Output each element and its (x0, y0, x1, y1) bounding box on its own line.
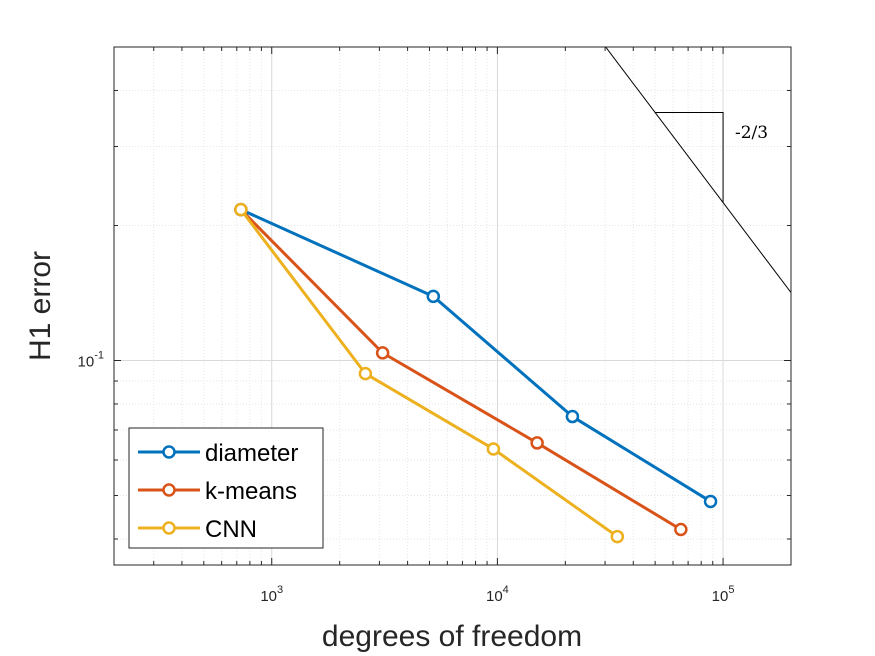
data-series (234, 202, 718, 544)
series-line-cnn (239, 208, 619, 538)
slope-reference (605, 47, 791, 294)
data-point-cnn (234, 202, 248, 217)
data-point-diameter (426, 289, 441, 304)
slope-reference-line (605, 47, 791, 294)
series-line-diameter (240, 208, 712, 503)
data-point-diameter (703, 494, 718, 509)
x-tick-label: 104 (486, 584, 509, 605)
legend: diameter k-means CNN (128, 427, 324, 549)
legend-marker-k-means (162, 483, 176, 497)
legend-marker-cnn (162, 521, 176, 535)
data-point-diameter (565, 409, 580, 424)
data-point-cnn (610, 529, 625, 544)
legend-label-k-means: k-means (205, 478, 297, 505)
data-point-k-means (375, 346, 390, 360)
x-tick-label: 105 (712, 584, 735, 605)
slope-triangle (655, 112, 724, 203)
legend-marker-diameter (162, 445, 176, 459)
y-tick-label: 10-1 (78, 350, 104, 371)
series-line-k-means (239, 208, 682, 531)
grid-lines (113, 46, 792, 565)
axis-ticks (113, 46, 792, 565)
data-point-cnn (486, 442, 501, 456)
slope-label: -2/3 (735, 123, 768, 143)
data-point-k-means (674, 522, 688, 537)
tick-labels: 103 104 105 10-1 (78, 350, 735, 605)
legend-label-diameter: diameter (205, 440, 298, 467)
x-axis-title: degrees of freedom (322, 620, 582, 653)
x-tick-label: 103 (260, 584, 283, 605)
legend-label-cnn: CNN (205, 516, 257, 543)
axes-box (113, 46, 792, 566)
data-point-cnn (358, 366, 373, 381)
y-axis-title: H1 error (24, 251, 57, 361)
data-point-k-means (530, 436, 544, 450)
